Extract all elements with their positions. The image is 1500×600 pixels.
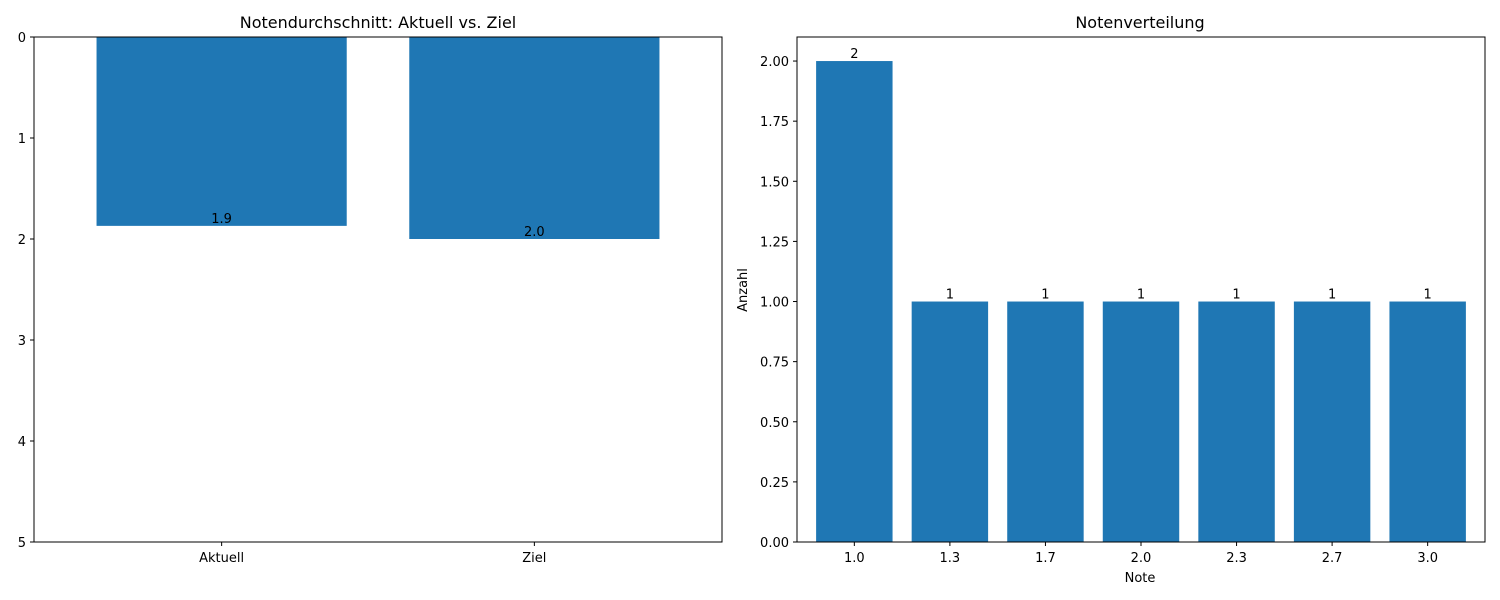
x-tick-label: 2.0 [1131, 551, 1152, 566]
chart-right-frame [796, 36, 1486, 543]
x-tick-label: 1.0 [844, 551, 865, 566]
y-tick-label: 1.75 [760, 115, 789, 130]
chart-right-ylabel: Anzahl [736, 268, 751, 312]
y-tick-label: 1.25 [760, 235, 789, 250]
bar [816, 61, 893, 543]
y-tick-label: 0.50 [760, 416, 789, 431]
bar-value-label: 1 [1328, 288, 1336, 303]
y-tick-label: 0 [18, 31, 26, 46]
bar-value-label: 2.0 [524, 225, 545, 240]
chart-right-xlabel: Note [1125, 571, 1156, 586]
bar [1102, 301, 1180, 542]
bar [409, 37, 660, 239]
y-tick-label: 3 [18, 334, 26, 349]
bar [1293, 301, 1371, 542]
y-tick-label: 0.75 [760, 356, 789, 371]
bar [911, 301, 989, 542]
y-tick-label: 4 [18, 435, 26, 450]
x-tick-label: 1.3 [940, 551, 961, 566]
bar-value-label: 1 [1137, 288, 1145, 303]
bar [1007, 301, 1084, 542]
bar [96, 37, 347, 226]
bar-value-label: 1.9 [211, 212, 232, 227]
x-tick-label: 2.3 [1226, 551, 1247, 566]
bar [1389, 301, 1466, 542]
chart-left: Notendurchschnitt: Aktuell vs. Ziel 1.9 2… [18, 13, 723, 566]
y-tick-label: 0.25 [760, 476, 789, 491]
chart-right: Notenverteilung 2 1 1 1 1 1 1 1.0 1.3 1.7 2.0 2.3 2… [736, 13, 1486, 586]
chart-right-title: Notenverteilung [1075, 13, 1204, 32]
bar-value-label: 2 [850, 47, 858, 62]
chart-left-frame [33, 36, 723, 543]
y-tick-label: 2.00 [760, 55, 789, 70]
x-tick-label: 3.0 [1417, 551, 1438, 566]
y-tick-label: 2 [18, 233, 26, 248]
chart-left-title: Notendurchschnitt: Aktuell vs. Ziel [240, 13, 516, 32]
y-tick-label: 1 [18, 132, 26, 147]
y-tick-label: 1.50 [760, 175, 789, 190]
y-tick-label: 0.00 [760, 536, 789, 551]
bar-value-label: 1 [1232, 288, 1240, 303]
x-tick-label: Aktuell [199, 551, 244, 566]
bar [1198, 301, 1275, 542]
bar-value-label: 1 [946, 288, 954, 303]
y-tick-label: 5 [18, 536, 26, 551]
x-tick-label: Ziel [522, 551, 546, 566]
bar-value-label: 1 [1424, 288, 1432, 303]
bar-value-label: 1 [1041, 288, 1049, 303]
x-tick-label: 1.7 [1035, 551, 1056, 566]
y-tick-label: 1.00 [760, 296, 789, 311]
x-tick-label: 2.7 [1322, 551, 1343, 566]
